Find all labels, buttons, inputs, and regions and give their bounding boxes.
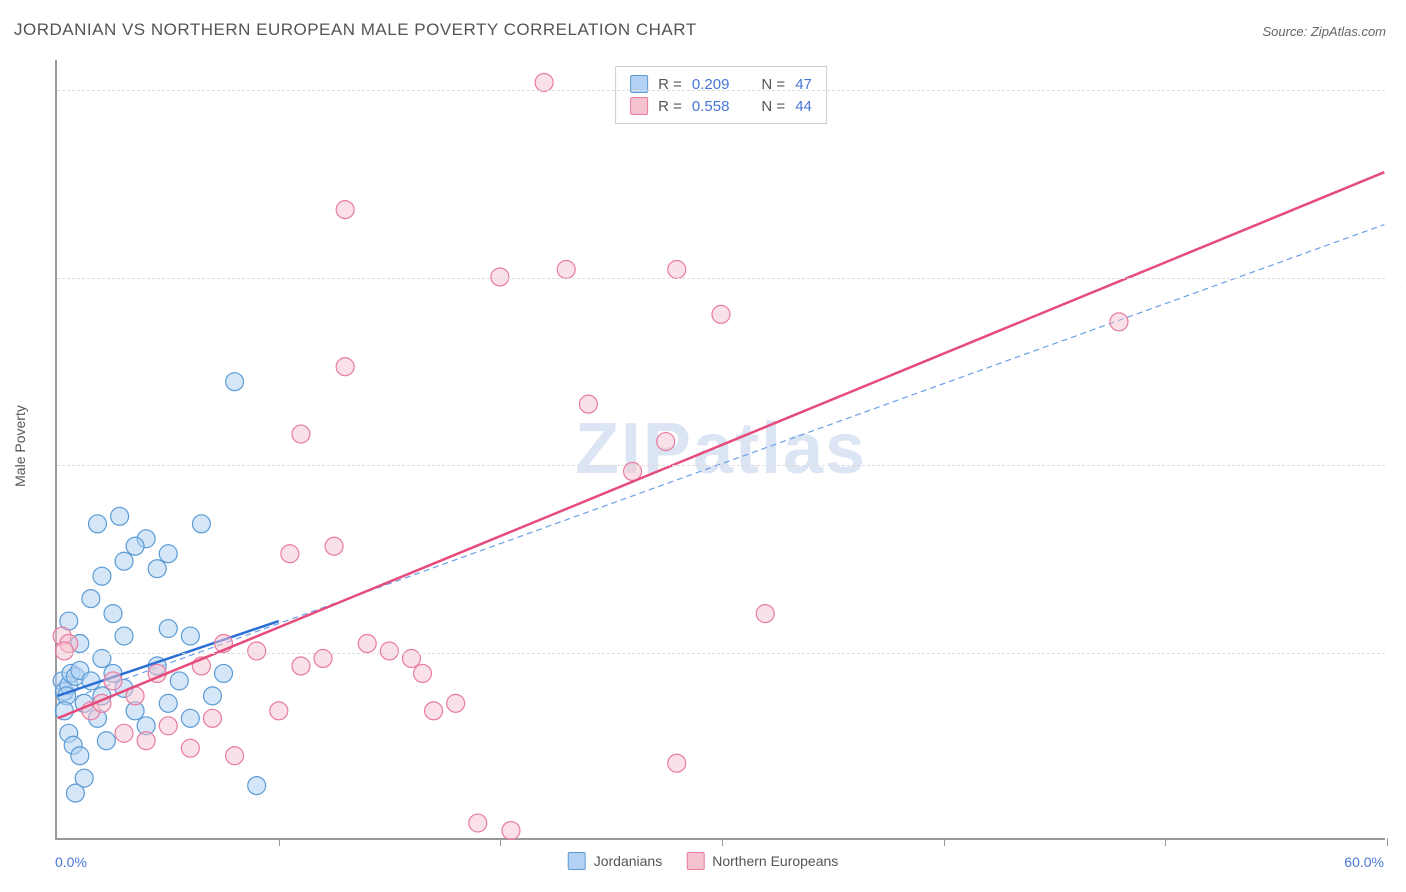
plot-area: ZIPatlas R = 0.209 N = 47 R = 0.558 N = … (55, 60, 1385, 840)
scatter-point (579, 395, 597, 413)
scatter-point (66, 784, 84, 802)
legend-label-2: Northern Europeans (712, 853, 838, 869)
scatter-point (203, 709, 221, 727)
stats-row-series2: R = 0.558 N = 44 (630, 95, 812, 117)
trend-line (58, 172, 1385, 718)
scatter-point (181, 627, 199, 645)
gridline-h (57, 90, 1385, 91)
scatter-point (270, 702, 288, 720)
x-tick (1165, 838, 1166, 846)
scatter-point (181, 709, 199, 727)
scatter-point (535, 73, 553, 91)
chart-title: JORDANIAN VS NORTHERN EUROPEAN MALE POVE… (14, 20, 697, 40)
scatter-point (55, 642, 73, 660)
scatter-point (104, 672, 122, 690)
scatter-point (281, 545, 299, 563)
legend-label-1: Jordanians (594, 853, 663, 869)
scatter-point (181, 739, 199, 757)
scatter-point (97, 732, 115, 750)
scatter-point (93, 567, 111, 585)
gridline-h (57, 465, 1385, 466)
legend-bottom: Jordanians Northern Europeans (568, 852, 839, 870)
legend-item-1: Jordanians (568, 852, 663, 870)
scatter-point (248, 642, 266, 660)
n-value-2: 44 (795, 98, 812, 115)
scatter-plot-svg (57, 60, 1385, 838)
scatter-point (502, 822, 520, 840)
x-tick (1387, 838, 1388, 846)
correlation-stats-box: R = 0.209 N = 47 R = 0.558 N = 44 (615, 66, 827, 124)
x-tick (722, 838, 723, 846)
y-tick-label: 12.5% (1390, 645, 1406, 661)
scatter-point (336, 201, 354, 219)
legend-swatch-2-icon (686, 852, 704, 870)
scatter-point (203, 687, 221, 705)
scatter-point (668, 260, 686, 278)
chart-container: JORDANIAN VS NORTHERN EUROPEAN MALE POVE… (0, 0, 1406, 892)
scatter-point (380, 642, 398, 660)
n-label-2: N = (761, 98, 785, 115)
scatter-point (148, 560, 166, 578)
r-label-2: R = (658, 98, 682, 115)
scatter-point (226, 373, 244, 391)
scatter-point (336, 358, 354, 376)
scatter-point (126, 537, 144, 555)
scatter-point (292, 657, 310, 675)
gridline-h (57, 653, 1385, 654)
scatter-point (447, 694, 465, 712)
y-axis-label: Male Poverty (12, 405, 28, 487)
scatter-point (71, 747, 89, 765)
legend-swatch-1-icon (568, 852, 586, 870)
y-tick-label: 37.5% (1390, 270, 1406, 286)
scatter-point (425, 702, 443, 720)
scatter-point (215, 664, 233, 682)
scatter-point (170, 672, 188, 690)
scatter-point (414, 664, 432, 682)
scatter-point (668, 754, 686, 772)
y-tick-label: 50.0% (1390, 82, 1406, 98)
scatter-point (248, 777, 266, 795)
scatter-point (115, 724, 133, 742)
scatter-point (159, 717, 177, 735)
gridline-h (57, 278, 1385, 279)
legend-item-2: Northern Europeans (686, 852, 838, 870)
scatter-point (557, 260, 575, 278)
scatter-point (159, 620, 177, 638)
scatter-point (325, 537, 343, 555)
x-tick (944, 838, 945, 846)
scatter-point (115, 552, 133, 570)
scatter-point (1110, 313, 1128, 331)
y-tick-label: 25.0% (1390, 457, 1406, 473)
source-attribution: Source: ZipAtlas.com (1262, 24, 1386, 39)
reference-trend-line (58, 225, 1385, 704)
scatter-point (137, 732, 155, 750)
scatter-point (159, 545, 177, 563)
scatter-point (756, 605, 774, 623)
r-value-2: 0.558 (692, 98, 730, 115)
scatter-point (469, 814, 487, 832)
scatter-point (82, 590, 100, 608)
stats-row-series1: R = 0.209 N = 47 (630, 73, 812, 95)
scatter-point (104, 605, 122, 623)
scatter-point (159, 694, 177, 712)
scatter-point (192, 515, 210, 533)
scatter-point (657, 433, 675, 451)
stats-swatch-2 (630, 97, 648, 115)
scatter-point (358, 635, 376, 653)
scatter-point (111, 507, 129, 525)
x-axis-max-label: 60.0% (1344, 854, 1384, 870)
x-axis-min-label: 0.0% (55, 854, 87, 870)
x-tick (279, 838, 280, 846)
scatter-point (115, 627, 133, 645)
scatter-point (89, 515, 107, 533)
scatter-point (226, 747, 244, 765)
scatter-point (712, 305, 730, 323)
x-tick (500, 838, 501, 846)
scatter-point (292, 425, 310, 443)
